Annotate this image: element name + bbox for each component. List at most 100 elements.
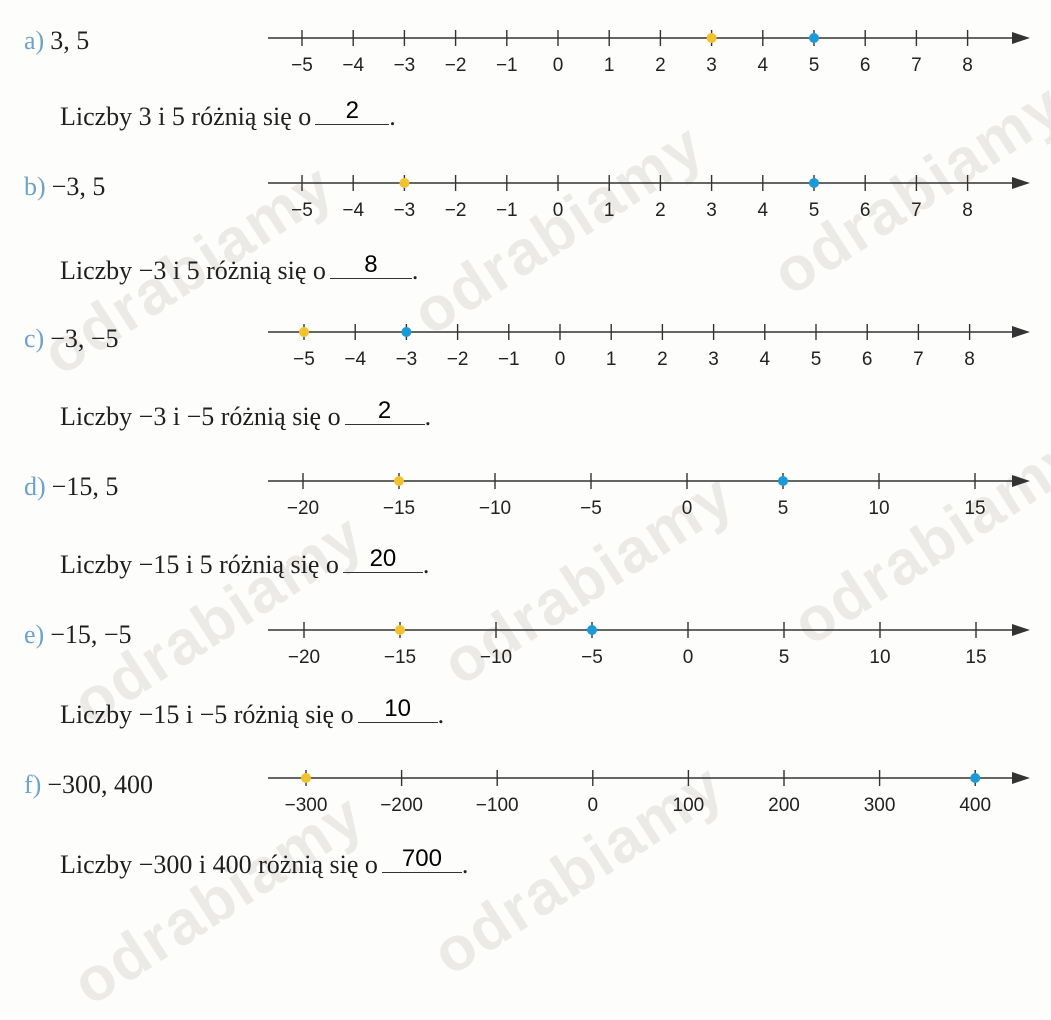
point-blue [401, 327, 412, 337]
tick-label: 2 [657, 349, 668, 370]
answer-value: 2 [345, 97, 359, 124]
tick-label: 7 [911, 200, 922, 221]
tick-label: 4 [760, 349, 771, 370]
tick-label: 3 [708, 349, 719, 370]
axis-arrow-icon [1012, 32, 1030, 44]
tick-label: 5 [778, 498, 789, 519]
task-f-sentence: Liczby −300 i 400 różnią się o 700. [60, 845, 469, 880]
task-letter: b) [24, 172, 46, 201]
tick-label: 1 [604, 200, 615, 221]
tick-label: −5 [291, 55, 313, 76]
tick-label: 300 [864, 795, 896, 816]
tick-label: 7 [911, 55, 922, 76]
sentence-text: Liczby −15 i −5 różnią się o [60, 700, 354, 729]
task-f-label: f) −300, 400 [24, 770, 153, 800]
task-numbers: −3, −5 [50, 324, 119, 353]
tick-label: −4 [342, 200, 364, 221]
watermark: odrabiamy [400, 110, 717, 349]
tick-label: 200 [768, 795, 800, 816]
point-blue [778, 476, 788, 486]
tick-label: 15 [964, 498, 985, 519]
tick-label: −5 [293, 349, 315, 370]
point-yellow [706, 33, 717, 43]
tick-label: −5 [291, 200, 313, 221]
tick-label: 2 [655, 55, 666, 76]
point-yellow [301, 773, 311, 783]
tick-label: 10 [869, 647, 890, 668]
answer-blank: 2 [315, 97, 390, 125]
answer-blank: 20 [342, 545, 423, 573]
tick-label: 3 [706, 200, 717, 221]
tick-label: 5 [779, 647, 790, 668]
number-line-d: −20 −15 −10 −5 0 5 10 15 [268, 473, 1030, 519]
point-blue [809, 178, 819, 188]
tick-label: −2 [447, 349, 469, 370]
tick-label: 7 [913, 349, 924, 370]
answer-value: 2 [377, 397, 392, 424]
tick-label: −20 [287, 498, 319, 519]
sentence-text: Liczby −300 i 400 różnią się o [60, 850, 378, 879]
tick-label: −1 [496, 200, 518, 221]
task-b-label: b) −3, 5 [24, 172, 105, 202]
task-d-sentence: Liczby −15 i 5 różnią się o 20. [60, 545, 430, 580]
task-letter: f) [24, 770, 42, 799]
tick-label: 10 [868, 498, 889, 519]
number-line-b: −5 −4 −3 −2 −1 0 1 2 3 4 5 6 7 8 [268, 175, 1030, 221]
task-a-label: a) 3, 5 [24, 26, 89, 56]
task-numbers: −3, 5 [51, 172, 106, 201]
tick-label: 8 [962, 55, 973, 76]
sentence-text: Liczby −3 i 5 różnią się o [60, 256, 326, 285]
task-d-label: d) −15, 5 [24, 472, 118, 502]
task-c-label: c) −3, −5 [24, 324, 119, 354]
tick-label: −200 [380, 795, 423, 816]
tick-label: 3 [706, 55, 717, 76]
axis-arrow-icon [1012, 475, 1030, 487]
tick-label: 400 [959, 795, 991, 816]
tick-label: −1 [498, 349, 520, 370]
task-numbers: −300, 400 [47, 770, 153, 799]
answer-value: 20 [369, 545, 397, 572]
tick-label: 0 [553, 55, 564, 76]
tick-label: 4 [758, 200, 769, 221]
tick-label: −5 [580, 498, 602, 519]
number-line-a: −5 −4 −3 −2 −1 0 1 2 3 4 5 6 7 8 [268, 30, 1030, 76]
tick-label: −2 [445, 200, 467, 221]
tick-label: −15 [383, 498, 415, 519]
point-yellow [399, 178, 410, 188]
tick-label: 15 [965, 647, 986, 668]
tick-label: −100 [476, 795, 519, 816]
tick-label: −10 [479, 498, 511, 519]
tick-label: 0 [683, 647, 694, 668]
tick-label: 6 [860, 200, 871, 221]
sentence-text: Liczby 3 i 5 różnią się o [60, 102, 312, 131]
tick-label: 6 [860, 55, 871, 76]
task-numbers: −15, −5 [50, 620, 132, 649]
sentence-text: Liczby −15 i 5 różnią się o [60, 550, 339, 579]
tick-label: −300 [285, 795, 328, 816]
tick-label: −4 [342, 55, 364, 76]
tick-label: −4 [344, 349, 366, 370]
tick-label: −10 [480, 647, 512, 668]
tick-label: −3 [394, 55, 416, 76]
answer-value: 8 [364, 251, 378, 278]
tick-label: 5 [809, 55, 820, 76]
answer-value: 700 [401, 845, 442, 872]
task-letter: d) [24, 472, 46, 501]
answer-blank: 2 [344, 397, 425, 425]
tick-label: −3 [394, 200, 416, 221]
point-yellow [395, 625, 405, 635]
tick-label: 8 [964, 349, 975, 370]
number-line-f: −300 −200 −100 0 100 200 300 400 [268, 770, 1030, 816]
tick-label: 0 [555, 349, 566, 370]
point-yellow [394, 476, 404, 486]
tick-label: 2 [655, 200, 666, 221]
tick-label: −20 [288, 647, 320, 668]
tick-label: 0 [682, 498, 693, 519]
tick-label: 1 [606, 349, 617, 370]
point-blue [970, 773, 981, 783]
axis-arrow-icon [1012, 177, 1030, 189]
sentence-text: Liczby −3 i −5 różnią się o [60, 402, 341, 431]
answer-value: 10 [384, 695, 411, 722]
task-numbers: −15, 5 [51, 472, 119, 501]
